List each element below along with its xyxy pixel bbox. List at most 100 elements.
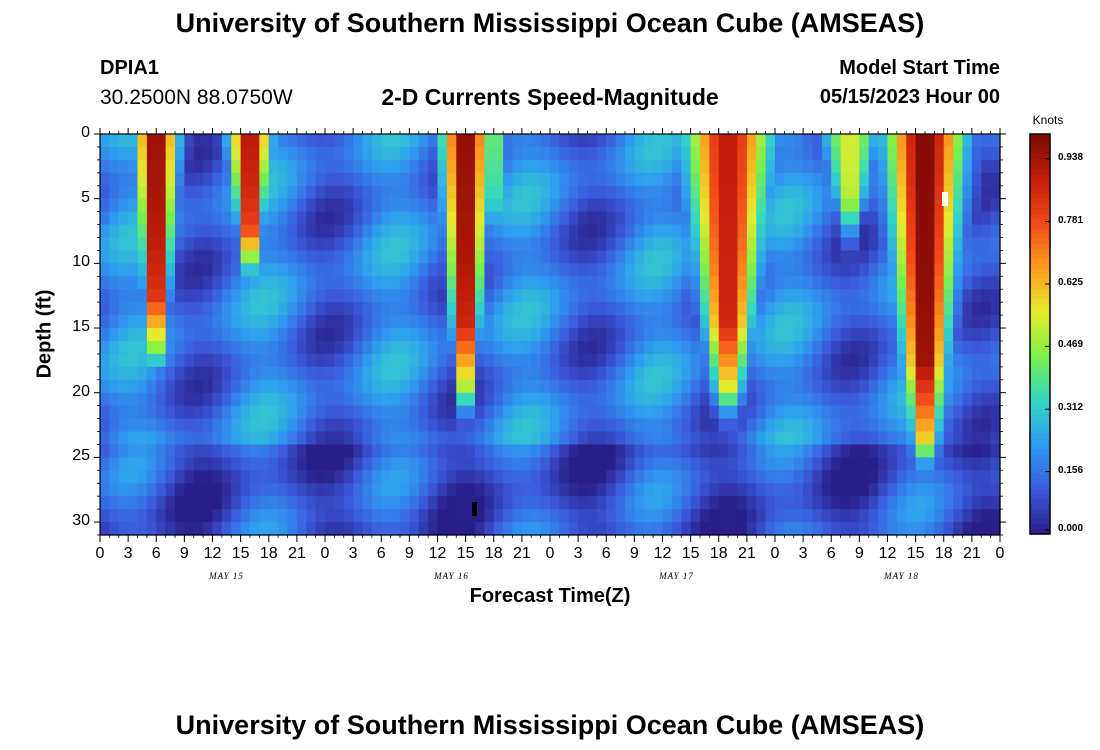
heatmap-cell xyxy=(962,496,973,510)
heatmap-cell xyxy=(662,134,673,148)
heatmap-cell xyxy=(756,392,767,407)
colorbar-tick-label: 0.938 xyxy=(1058,151,1084,163)
heatmap-cell xyxy=(109,134,120,148)
heatmap-cell xyxy=(906,483,917,497)
heatmap-cell xyxy=(221,315,232,329)
heatmap-cell xyxy=(756,159,767,174)
heatmap-cell xyxy=(803,185,814,200)
heatmap-cell xyxy=(390,159,401,174)
heatmap-cell xyxy=(878,366,889,381)
heatmap-cell xyxy=(962,444,973,458)
heatmap-cell xyxy=(146,470,157,484)
heatmap-cell xyxy=(484,522,495,536)
heatmap-cell xyxy=(221,418,232,433)
heatmap-cell xyxy=(850,302,860,316)
heatmap-cell xyxy=(887,379,898,394)
heatmap-cell xyxy=(465,211,476,226)
heatmap-cell xyxy=(709,379,720,394)
heatmap-cell xyxy=(193,353,204,368)
heatmap-cell xyxy=(156,379,167,394)
heatmap-cell xyxy=(165,263,176,277)
heatmap-cell xyxy=(868,496,879,510)
heatmap-cell xyxy=(643,224,654,239)
heatmap-cell xyxy=(137,211,148,226)
heatmap-cell xyxy=(700,509,710,523)
heatmap-cell xyxy=(156,134,167,148)
heatmap-cell xyxy=(925,250,935,264)
heatmap-cell xyxy=(625,250,635,264)
heatmap-cell xyxy=(240,302,251,316)
heatmap-cell xyxy=(268,496,279,510)
heatmap-cell xyxy=(662,172,673,187)
heatmap-cell xyxy=(700,444,710,458)
heatmap-cell xyxy=(381,340,392,355)
heatmap-cell xyxy=(765,340,776,355)
heatmap-cell xyxy=(325,237,335,252)
heatmap-cell xyxy=(643,366,654,381)
heatmap-cell xyxy=(831,159,842,174)
heatmap-cell xyxy=(615,496,626,510)
heatmap-cell xyxy=(278,250,289,264)
heatmap-cell xyxy=(156,405,167,420)
heatmap-cell xyxy=(240,146,251,161)
heatmap-cell xyxy=(643,198,654,213)
heatmap-cell xyxy=(737,328,748,342)
heatmap-cell xyxy=(550,263,560,277)
heatmap-cell xyxy=(156,522,167,536)
heatmap-cell xyxy=(765,224,776,239)
heatmap-cell xyxy=(793,496,804,510)
heatmap-cell xyxy=(353,470,364,484)
heatmap-cell xyxy=(137,250,148,264)
heatmap-cell xyxy=(456,379,467,394)
heatmap-cell xyxy=(700,263,710,277)
heatmap-cell xyxy=(212,250,223,264)
heatmap-cell xyxy=(221,392,232,407)
heatmap-cell xyxy=(606,509,617,523)
heatmap-cell xyxy=(418,328,429,342)
heatmap-cell xyxy=(700,302,710,316)
heatmap-cell xyxy=(793,250,804,264)
heatmap-cell xyxy=(775,172,785,187)
heatmap-cell xyxy=(540,418,551,433)
heatmap-cell xyxy=(681,379,692,394)
heatmap-cell xyxy=(437,444,448,458)
heatmap-cell xyxy=(503,444,514,458)
heatmap-cell xyxy=(409,276,420,290)
heatmap-cell xyxy=(184,444,195,458)
heatmap-cell xyxy=(793,211,804,226)
heatmap-cell xyxy=(512,172,523,187)
heatmap-cell xyxy=(371,146,382,161)
heatmap-cell xyxy=(446,431,457,446)
heatmap-cell xyxy=(193,405,204,420)
heatmap-cell xyxy=(512,496,523,510)
heatmap-cell xyxy=(953,198,964,213)
heatmap-cell xyxy=(709,496,720,510)
heatmap-cell xyxy=(287,353,298,368)
heatmap-cell xyxy=(953,353,964,368)
heatmap-cell xyxy=(690,405,701,420)
heatmap-cell xyxy=(296,146,307,161)
heatmap-cell xyxy=(465,405,476,420)
heatmap-cell xyxy=(531,379,542,394)
heatmap-cell xyxy=(475,315,485,329)
heatmap-cell xyxy=(465,134,476,148)
heatmap-cell xyxy=(878,483,889,497)
heatmap-cell xyxy=(418,224,429,239)
heatmap-cell xyxy=(503,185,514,200)
heatmap-cell xyxy=(296,211,307,226)
heatmap-cell xyxy=(793,522,804,536)
heatmap-cell xyxy=(953,431,964,446)
heatmap-cell xyxy=(615,379,626,394)
x-tick-label: 12 xyxy=(653,545,672,562)
heatmap-cell xyxy=(971,237,982,252)
heatmap-cell xyxy=(315,522,326,536)
heatmap-cell xyxy=(268,353,279,368)
heatmap-cell xyxy=(400,431,410,446)
heatmap-cell xyxy=(428,289,439,303)
heatmap-cell xyxy=(540,211,551,226)
heatmap-cell xyxy=(868,340,879,355)
heatmap-cell xyxy=(671,315,682,329)
heatmap-cell xyxy=(334,483,345,497)
heatmap-cell xyxy=(840,172,851,187)
heatmap-cell xyxy=(718,172,729,187)
